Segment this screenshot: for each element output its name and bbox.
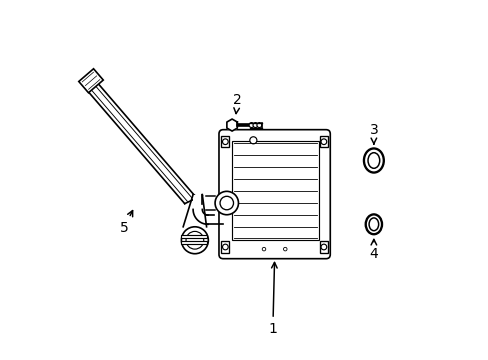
Circle shape <box>256 123 262 127</box>
Polygon shape <box>85 80 194 204</box>
Bar <box>221 241 229 253</box>
Bar <box>232 141 318 240</box>
Text: 5: 5 <box>120 211 132 235</box>
Circle shape <box>220 196 233 210</box>
Bar <box>181 235 207 238</box>
Circle shape <box>222 139 228 145</box>
Text: 2: 2 <box>233 93 241 114</box>
Bar <box>205 215 213 224</box>
Circle shape <box>321 139 326 145</box>
Bar <box>193 194 202 227</box>
Ellipse shape <box>363 148 383 172</box>
Circle shape <box>185 231 203 249</box>
Circle shape <box>249 137 256 144</box>
Polygon shape <box>226 119 237 131</box>
Polygon shape <box>193 210 207 224</box>
Bar <box>221 136 229 147</box>
Polygon shape <box>79 69 103 93</box>
Text: 1: 1 <box>268 262 277 336</box>
Circle shape <box>181 227 208 254</box>
Bar <box>319 136 327 147</box>
Text: 4: 4 <box>369 239 378 261</box>
Circle shape <box>283 247 286 251</box>
Circle shape <box>321 244 326 250</box>
Circle shape <box>222 244 228 250</box>
Bar <box>319 241 327 253</box>
Circle shape <box>248 123 254 127</box>
Circle shape <box>215 192 238 215</box>
Circle shape <box>252 123 258 127</box>
Text: 3: 3 <box>369 123 378 144</box>
Bar <box>181 240 207 244</box>
Ellipse shape <box>365 215 381 234</box>
FancyBboxPatch shape <box>219 130 329 259</box>
Circle shape <box>262 247 265 251</box>
